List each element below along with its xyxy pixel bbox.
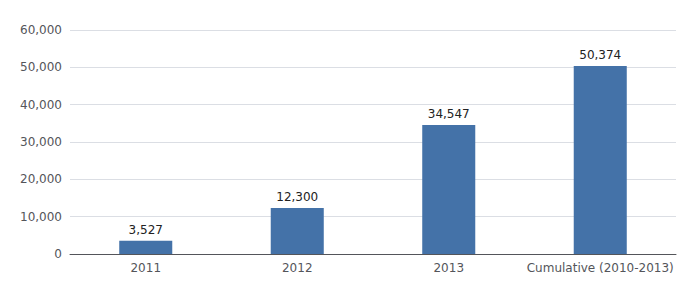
svg-text:10,000: 10,000: [20, 210, 62, 224]
svg-text:30,000: 30,000: [20, 135, 62, 149]
svg-text:40,000: 40,000: [20, 98, 62, 112]
svg-text:3,527: 3,527: [129, 223, 163, 237]
svg-text:2012: 2012: [282, 261, 313, 275]
svg-text:0: 0: [54, 247, 62, 261]
svg-text:12,300: 12,300: [276, 190, 318, 204]
svg-text:34,547: 34,547: [428, 107, 470, 121]
svg-text:50,374: 50,374: [579, 48, 621, 62]
svg-text:50,000: 50,000: [20, 60, 62, 74]
svg-text:Cumulative (2010-2013): Cumulative (2010-2013): [527, 261, 674, 275]
svg-text:20,000: 20,000: [20, 172, 62, 186]
svg-text:2013: 2013: [433, 261, 464, 275]
svg-text:2011: 2011: [130, 261, 161, 275]
svg-text:60,000: 60,000: [20, 23, 62, 37]
